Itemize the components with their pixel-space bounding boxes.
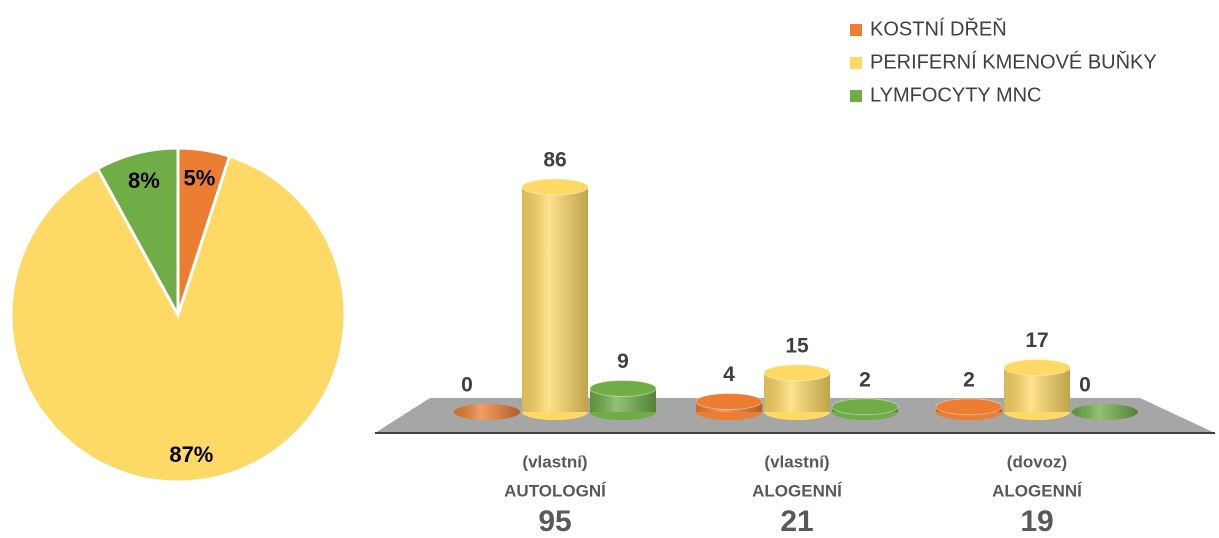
data-label: 0: [461, 374, 473, 397]
legend-swatch: [850, 57, 862, 69]
legend-label: PERIFERNÍ KMENOVÉ BUŇKY: [870, 50, 1157, 73]
data-label: 9: [617, 350, 629, 373]
legend-label: KOSTNÍ DŘEŇ: [870, 17, 1007, 40]
data-label: 87%: [169, 442, 213, 467]
cylinder: [935, 398, 1003, 420]
legend-swatch: [850, 24, 862, 36]
category-total: 21: [780, 505, 813, 538]
category-note: (vlastní): [522, 452, 587, 471]
data-label: 17: [1025, 329, 1048, 352]
cylinder: [521, 178, 589, 420]
cylinder-shade: [522, 187, 588, 412]
data-label: 15: [785, 334, 809, 357]
cylinder-top: [831, 398, 899, 416]
cylinder-shade: [454, 404, 520, 420]
data-label: 2: [859, 368, 871, 391]
category-total: 19: [1020, 505, 1053, 538]
cylinder-top: [521, 178, 589, 196]
data-label: 86: [543, 149, 566, 172]
data-label: 0: [1079, 374, 1091, 397]
category-note: (vlastní): [764, 452, 829, 471]
legend-swatch: [850, 90, 862, 102]
legend-label: LYMFOCYTY MNC: [870, 84, 1042, 106]
category-label: ALOGENNÍ: [752, 481, 843, 500]
data-label: 8%: [128, 168, 160, 193]
cylinder: [1003, 359, 1071, 420]
cylinder-top: [935, 398, 1003, 416]
category-label: AUTOLOGNÍ: [504, 481, 607, 500]
pie-slice: [9, 154, 347, 484]
data-label: 4: [723, 363, 735, 386]
cylinder-shade: [1072, 404, 1138, 420]
data-label: 5%: [184, 166, 216, 191]
cylinder-top: [589, 379, 657, 397]
pie-slice: [95, 146, 180, 316]
cylinder-top: [695, 393, 763, 411]
cylinder: [1072, 404, 1138, 420]
cylinder-top: [1003, 359, 1071, 377]
category-total: 95: [538, 505, 571, 538]
category-label: ALOGENNÍ: [992, 481, 1083, 500]
cylinder: [454, 404, 520, 420]
cylinder: [763, 364, 831, 420]
category-note: (dovoz): [1007, 452, 1067, 471]
data-label: 2: [963, 368, 975, 391]
cylinder: [695, 393, 763, 420]
cylinder: [589, 379, 657, 420]
cylinder-top: [763, 364, 831, 382]
cylinder: [831, 398, 899, 420]
